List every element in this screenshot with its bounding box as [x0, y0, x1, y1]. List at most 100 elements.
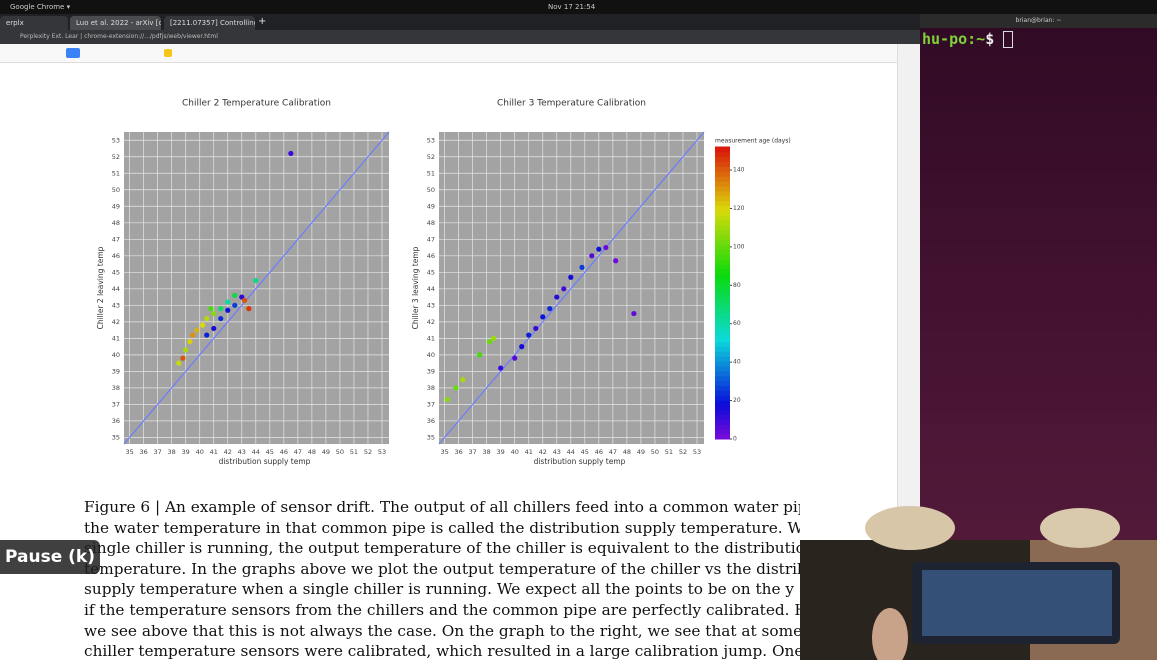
x-tick-label: 51 — [350, 448, 358, 456]
x-tick-label: 49 — [322, 448, 330, 456]
point — [253, 277, 259, 284]
colorbar-slice — [715, 214, 730, 221]
point — [208, 306, 214, 312]
colorbar-slice — [715, 302, 730, 309]
caption-line: single chiller is running, the output te… — [84, 539, 800, 558]
point — [211, 310, 217, 317]
point — [183, 347, 189, 353]
x-tick-label: 46 — [280, 448, 288, 456]
x-tick-label: 47 — [294, 448, 302, 456]
colorbar-slice — [715, 336, 730, 343]
pause-overlay[interactable]: Pause (k) — [0, 540, 100, 574]
app-menu[interactable]: Google Chrome ▾ — [10, 3, 71, 11]
y-tick-label: 39 — [427, 367, 435, 375]
url: Perplexity Ext. Lear | chrome-extension:… — [20, 33, 218, 40]
colorbar-slice — [715, 248, 730, 255]
colorbar-slice — [715, 190, 730, 197]
y-tick-label: 36 — [427, 417, 435, 425]
y-tick-label: 42 — [112, 318, 120, 326]
point — [631, 310, 637, 317]
figure: Chiller 2 Temperature Calibration 35 36 37 3… — [96, 99, 791, 467]
tab[interactable]: Luo et al. 2022 - arXiv [c — [70, 16, 161, 30]
point — [225, 307, 231, 313]
y-tick-label: 35 — [427, 433, 435, 441]
colorbar-slice — [715, 428, 730, 435]
colorbar-slice — [715, 433, 730, 440]
y-tick-label: 53 — [112, 136, 120, 144]
colorbar-slice — [715, 331, 730, 338]
y-tick-label: 48 — [112, 219, 120, 227]
draw-tool[interactable] — [66, 48, 80, 58]
colorbar-slice — [715, 282, 730, 289]
colorbar-slice — [715, 229, 730, 236]
y-tick-label: 36 — [112, 417, 120, 425]
x-tick-label: 39 — [497, 448, 505, 456]
x-tick-label: 35 — [125, 448, 133, 456]
x-axis-label: distribution supply temp — [219, 457, 311, 466]
y-tick-label: 44 — [427, 285, 435, 293]
tab-title: Luo et al. 2022 - arXiv [c — [76, 19, 161, 27]
point — [540, 314, 546, 320]
y-tick-label: 45 — [427, 268, 435, 276]
y-tick-label: 46 — [112, 252, 120, 260]
x-tick-label: 37 — [469, 448, 477, 456]
y-tick-label: 40 — [112, 351, 120, 359]
new-tab[interactable]: + — [258, 16, 267, 27]
caption-line: Figure 6 | An example of sensor drift. T… — [84, 498, 800, 516]
colorbar-slice — [715, 146, 730, 153]
colorbar-tick-label: 20 — [733, 397, 741, 404]
point — [579, 264, 585, 270]
address-bar[interactable]: Perplexity Ext. Lear | chrome-extension:… — [0, 30, 920, 44]
x-tick-label: 38 — [168, 448, 176, 456]
x-tick-label: 53 — [693, 448, 701, 456]
colorbar-tick-label: 0 — [733, 436, 737, 443]
point — [204, 332, 210, 338]
colorbar-slice — [715, 414, 730, 421]
pdf-toolbar — [0, 44, 897, 63]
caption-line: the water temperature in that common pip… — [84, 518, 800, 537]
x-tick-label: 50 — [651, 448, 659, 456]
cat — [1040, 508, 1120, 548]
chart-title: Chiller 3 Temperature Calibration — [497, 99, 646, 109]
colorbar-slice — [715, 151, 730, 158]
chart-title: Chiller 2 Temperature Calibration — [182, 99, 331, 109]
x-tick-label: 42 — [224, 448, 232, 456]
point — [498, 365, 504, 371]
point — [613, 258, 619, 264]
point — [180, 355, 186, 361]
tab[interactable]: erplx — [0, 16, 68, 30]
caption-line: chiller temperature sensors were calibra… — [84, 642, 800, 661]
clock[interactable]: Nov 17 21:54 — [548, 3, 596, 11]
colorbar-slice — [715, 365, 730, 372]
point — [225, 299, 231, 305]
colorbar-slice — [715, 307, 730, 313]
tab[interactable]: [2211.07357] Controlling — [164, 16, 255, 30]
colorbar-slice — [715, 384, 730, 391]
colorbar-slice — [715, 394, 730, 401]
point — [176, 360, 182, 366]
tab-bar: erplx Luo et al. 2022 - arXiv [c [2211.0… — [0, 14, 920, 30]
highlight-tool[interactable] — [164, 49, 172, 57]
point — [444, 396, 451, 403]
point — [568, 274, 574, 280]
point — [288, 150, 294, 157]
y-tick-label: 47 — [112, 235, 120, 243]
colorbar-slice — [715, 185, 730, 192]
point — [218, 306, 224, 312]
colorbar-label: measurement age (days) — [715, 138, 791, 145]
colorbar-slice — [715, 419, 730, 425]
x-tick-label: 41 — [525, 448, 533, 456]
y-tick-label: 41 — [112, 334, 120, 342]
point — [491, 335, 497, 341]
point — [232, 292, 238, 299]
y-tick-label: 44 — [112, 285, 120, 293]
x-tick-label: 48 — [308, 448, 316, 456]
colorbar-slice — [715, 224, 730, 231]
colorbar-slice — [715, 350, 730, 357]
tab-title: [2211.07357] Controlling — [170, 19, 255, 27]
point — [512, 355, 518, 361]
colorbar-slice — [715, 161, 730, 167]
y-tick-label: 39 — [112, 367, 120, 375]
caption-line: temperature. In the graphs above we plot… — [84, 559, 800, 578]
prompt-symbol: $ — [985, 30, 995, 48]
